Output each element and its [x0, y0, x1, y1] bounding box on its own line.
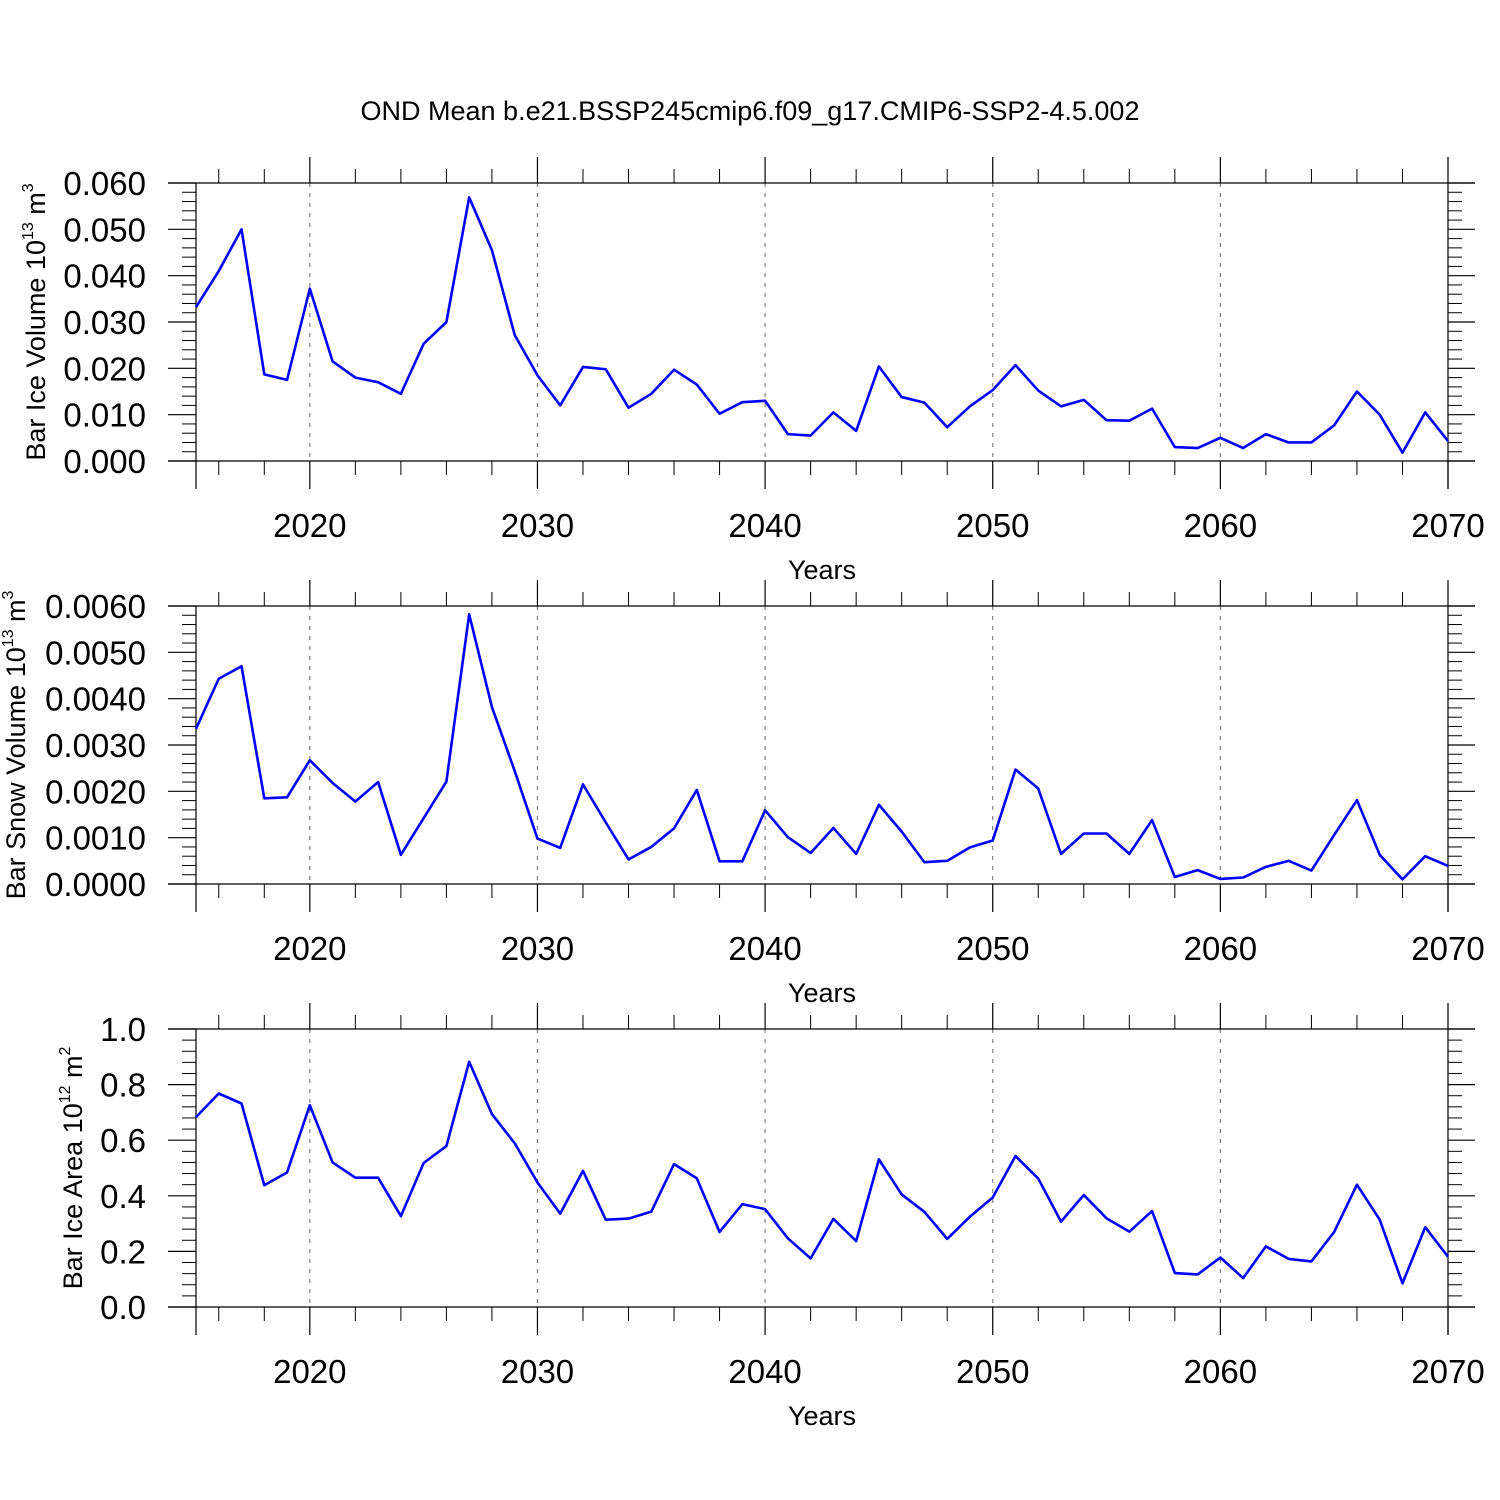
x-tick-label: 2060 — [1184, 1353, 1257, 1390]
panels-container: 2020 2030 2040 2050 2060 2070 0.000 0.010 0.020 0… — [0, 157, 1485, 1431]
y-axis-label-part: Bar Snow Volume 10 — [1, 647, 31, 899]
y-tick-label: 0.0 — [100, 1289, 146, 1326]
y-tick-label: 0.060 — [63, 165, 146, 202]
y-tick-label: 0.0060 — [45, 588, 146, 625]
x-tick-label: 2030 — [501, 930, 574, 967]
x-tick-label: 2030 — [501, 1353, 574, 1390]
y-axis-label-superscript: 13 — [20, 222, 37, 240]
x-axis-label: Years — [788, 555, 856, 585]
y-axis-label-superscript: 3 — [20, 183, 37, 192]
x-tick-label: 2050 — [956, 930, 1029, 967]
y-axis-label-superscript: 13 — [0, 629, 17, 647]
y-tick-label: 0.0000 — [45, 866, 146, 903]
x-tick-label: 2020 — [273, 930, 346, 967]
x-tick-label: 2020 — [273, 507, 346, 544]
y-axis-label: Bar Snow Volume 1013 m3 — [0, 590, 31, 899]
x-axis-label: Years — [788, 1401, 856, 1431]
x-tick-label: 2020 — [273, 1353, 346, 1390]
y-tick-label: 0.050 — [63, 211, 146, 248]
figure-title: OND Mean b.e21.BSSP245cmip6.f09_g17.CMIP… — [361, 96, 1140, 126]
x-tick-label: 2040 — [728, 507, 801, 544]
y-tick-label: 0.0010 — [45, 820, 146, 857]
y-axis-label-superscript: 2 — [57, 1046, 74, 1055]
y-tick-label: 0.0020 — [45, 773, 146, 810]
x-tick-label: 2040 — [728, 930, 801, 967]
y-tick-label: 0.030 — [63, 304, 146, 341]
x-axis-label: Years — [788, 978, 856, 1008]
y-tick-label: 0.010 — [63, 397, 146, 434]
y-tick-label: 1.0 — [100, 1011, 146, 1048]
x-tick-label: 2030 — [501, 507, 574, 544]
y-axis-label: Bar Ice Volume 1013 m3 — [20, 183, 51, 460]
y-tick-label: 0.0040 — [45, 681, 146, 718]
y-tick-label: 0.2 — [100, 1233, 146, 1270]
x-tick-label: 2060 — [1184, 507, 1257, 544]
chart-panel-3: 2020 2030 2040 2050 2060 2070 0.0 0.2 0.4 0.6 0.8 1… — [57, 1003, 1485, 1431]
y-tick-label: 0.040 — [63, 258, 146, 295]
x-tick-label: 2050 — [956, 1353, 1029, 1390]
y-axis-label-part: Bar Ice Volume 10 — [21, 240, 51, 461]
data-series-line — [195, 1060, 1450, 1285]
data-series-line — [194, 613, 1449, 881]
y-axis-label-superscript: 12 — [57, 1085, 74, 1103]
y-axis-label: Bar Ice Area 1012 m2 — [57, 1046, 88, 1289]
data-series-line — [194, 196, 1450, 454]
x-tick-label: 2070 — [1411, 507, 1484, 544]
y-axis-label-part: Bar Ice Area 10 — [58, 1103, 88, 1289]
x-tick-label: 2060 — [1184, 930, 1257, 967]
y-tick-label: 0.6 — [100, 1122, 146, 1159]
y-tick-label: 0.000 — [63, 443, 146, 480]
x-tick-label: 2050 — [956, 507, 1029, 544]
chart-panel-2: 2020 2030 2040 2050 2060 2070 0.0000 0.0010 0.00… — [0, 580, 1485, 1008]
y-tick-label: 0.0050 — [45, 634, 146, 671]
y-axis-label-part: m — [21, 192, 51, 222]
x-tick-label: 2040 — [728, 1353, 801, 1390]
y-tick-label: 0.8 — [100, 1067, 146, 1104]
y-tick-label: 0.4 — [100, 1178, 146, 1215]
x-tick-label: 2070 — [1411, 1353, 1484, 1390]
y-axis-label-superscript: 3 — [0, 590, 17, 599]
x-tick-label: 2070 — [1411, 930, 1484, 967]
y-axis-label-part: m — [58, 1055, 88, 1085]
y-tick-label: 0.020 — [63, 350, 146, 387]
chart-panel-1: 2020 2030 2040 2050 2060 2070 0.000 0.010 0.020 0… — [20, 157, 1485, 585]
y-tick-label: 0.0030 — [45, 727, 146, 764]
y-axis-label-part: m — [1, 599, 31, 629]
